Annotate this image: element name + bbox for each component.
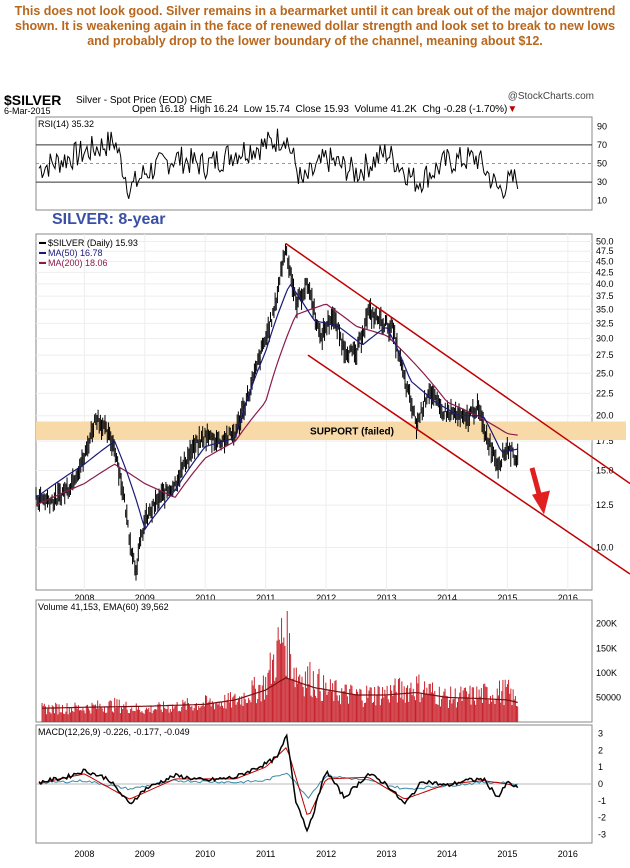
high-value: 16.24 xyxy=(213,104,239,115)
stockcharts-watermark: @StockCharts.com xyxy=(507,91,594,102)
macd-line xyxy=(38,733,519,833)
ma50-line xyxy=(35,283,518,531)
ma200-line xyxy=(35,303,518,506)
legend-entry: MA(50) 16.78 xyxy=(48,248,103,258)
silver-8-year-label: SILVER: 8-year xyxy=(52,211,166,228)
price-xtick-label: 2010 xyxy=(195,593,215,603)
price-tick-label: 50.0 xyxy=(596,236,614,246)
macd-xtick-label: 2014 xyxy=(437,849,457,859)
price-xtick-label: 2008 xyxy=(74,593,94,603)
rsi-line xyxy=(38,128,519,200)
rsi-tick-label: 50 xyxy=(597,159,607,169)
price-tick-label: 30.0 xyxy=(596,334,614,344)
price-tick-label: 10.0 xyxy=(596,543,614,553)
volume-tick-label: 150K xyxy=(596,643,617,653)
channel-upper-line xyxy=(285,242,630,485)
symbol-label: $SILVER xyxy=(4,92,62,108)
low-label: Low xyxy=(243,104,263,115)
macd-tick-label: -3 xyxy=(598,830,606,840)
rsi-title: RSI(14) 35.32 xyxy=(38,119,94,129)
chart-caption: This does not look good. Silver remains … xyxy=(14,4,616,48)
chg-value: -0.28 (-1.70%) xyxy=(443,104,508,115)
price-xtick-label: 2011 xyxy=(256,593,275,603)
support-label: SUPPORT (failed) xyxy=(310,427,394,438)
price-xtick-label: 2015 xyxy=(497,593,517,603)
ohlc-readout: Open 16.18 High 16.24 Low 15.74 Close 15… xyxy=(132,104,517,115)
macd-xtick-label: 2012 xyxy=(316,849,336,859)
price-panel xyxy=(35,233,593,591)
support-band xyxy=(36,421,626,441)
price-tick-label: 45.0 xyxy=(596,256,614,266)
volume-value: 41.2K xyxy=(390,104,417,115)
price-tick-label: 15.0 xyxy=(596,465,614,475)
symbol-description: Silver - Spot Price (EOD) CME xyxy=(76,95,213,106)
macd-xtick-label: 2013 xyxy=(377,849,397,859)
legend-entry: MA(200) 18.06 xyxy=(48,258,108,268)
macd-tick-label: -1 xyxy=(598,796,606,806)
macd-title: MACD(12,26,9) -0.226, -0.177, -0.049 xyxy=(38,727,190,737)
price-tick-label: 27.5 xyxy=(596,350,614,360)
price-tick-label: 37.5 xyxy=(596,291,614,301)
volume-label: Volume xyxy=(354,104,388,115)
macd-tick-label: 1 xyxy=(598,762,603,772)
price-tick-label: 42.5 xyxy=(596,267,614,277)
price-tick-label: 35.0 xyxy=(596,304,614,314)
price-tick-label: 32.5 xyxy=(596,318,614,328)
high-label: High xyxy=(189,104,211,115)
price-tick-label: 12.5 xyxy=(596,500,614,510)
price-tick-label: 17.5 xyxy=(596,436,614,446)
open-value: 16.18 xyxy=(159,104,185,115)
macd-xtick-label: 2011 xyxy=(256,849,275,859)
macd-xtick-label: 2009 xyxy=(135,849,155,859)
macd-tick-label: 0 xyxy=(598,779,603,789)
close-label: Close xyxy=(295,104,322,115)
price-xtick-label: 2009 xyxy=(135,593,155,603)
price-xtick-label: 2013 xyxy=(377,593,397,603)
volume-tick-label: 50000 xyxy=(596,692,621,702)
rsi-tick-label: 90 xyxy=(597,121,607,131)
volume-tick-label: 200K xyxy=(596,619,617,629)
legend-entry: $SILVER (Daily) 15.93 xyxy=(48,238,138,248)
price-tick-label: 40.0 xyxy=(596,279,614,289)
chg-down-icon: ▼ xyxy=(507,104,518,115)
price-xtick-label: 2016 xyxy=(558,593,578,603)
macd-xtick-label: 2016 xyxy=(558,849,578,859)
price-tick-label: 47.5 xyxy=(596,246,614,256)
macd-xtick-label: 2015 xyxy=(497,849,517,859)
macd-tick-label: 2 xyxy=(598,745,603,755)
volume-ema-line xyxy=(41,677,518,709)
chg-label: Chg xyxy=(422,104,441,115)
price-tick-label: 22.5 xyxy=(596,388,614,398)
channel-lower-line xyxy=(307,354,630,575)
date-label: 6-Mar-2015 xyxy=(4,106,51,116)
price-tick-label: 25.0 xyxy=(596,368,614,378)
macd-xtick-label: 2010 xyxy=(195,849,215,859)
price-tick-label: 20.0 xyxy=(596,411,614,421)
low-value: 15.74 xyxy=(264,104,290,115)
volume-title: Volume 41,153, EMA(60) 39,562 xyxy=(38,602,169,612)
down-arrow-shaft xyxy=(529,467,543,499)
close-value: 15.93 xyxy=(323,104,349,115)
rsi-tick-label: 10 xyxy=(597,196,607,206)
down-arrow-head xyxy=(532,490,550,515)
volume-tick-label: 100K xyxy=(596,668,617,678)
macd-tick-label: 3 xyxy=(598,728,603,738)
rsi-tick-label: 70 xyxy=(597,140,607,150)
price-xtick-label: 2012 xyxy=(316,593,336,603)
macd-tick-label: -2 xyxy=(598,813,606,823)
open-label: Open xyxy=(132,104,157,115)
price-xtick-label: 2014 xyxy=(437,593,457,603)
rsi-tick-label: 30 xyxy=(597,177,607,187)
macd-xtick-label: 2008 xyxy=(74,849,94,859)
